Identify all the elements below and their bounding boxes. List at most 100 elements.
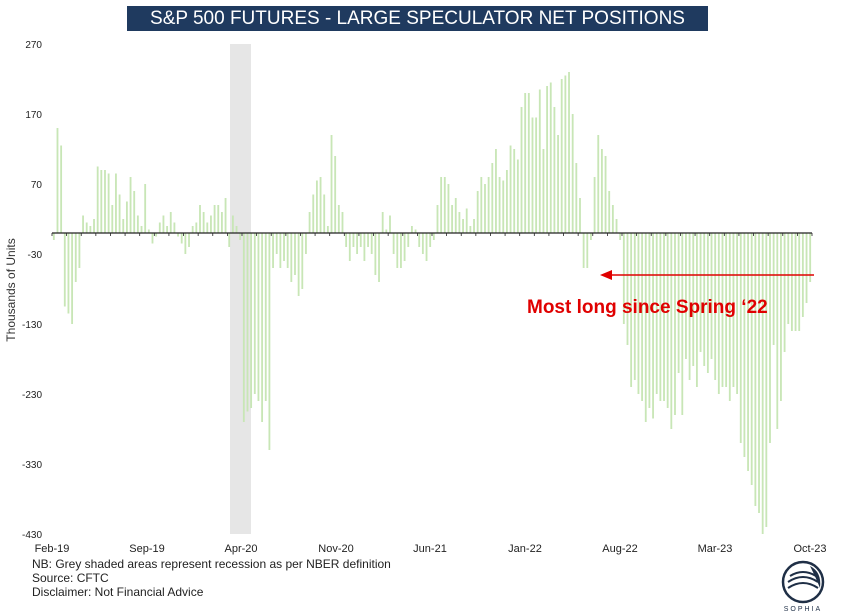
- bar: [790, 233, 793, 331]
- bar: [703, 233, 706, 366]
- bar: [714, 233, 717, 380]
- bar: [579, 198, 581, 233]
- recession-band: [230, 44, 251, 534]
- bar: [235, 226, 238, 233]
- bar: [301, 233, 304, 289]
- bar: [429, 233, 432, 247]
- bar: [294, 233, 296, 275]
- bar: [305, 233, 307, 254]
- bar: [582, 233, 585, 268]
- bar: [104, 170, 106, 233]
- bar: [655, 233, 658, 394]
- bar: [568, 72, 570, 233]
- bar: [374, 233, 377, 275]
- bar-series: [52, 72, 812, 534]
- bar: [637, 233, 640, 394]
- bar: [418, 233, 421, 247]
- bar: [421, 233, 424, 254]
- bar: [231, 215, 234, 233]
- bar: [604, 156, 607, 233]
- bar: [410, 226, 413, 233]
- bar: [312, 194, 315, 233]
- bar: [169, 212, 172, 233]
- bar: [85, 222, 88, 233]
- bar: [787, 233, 790, 324]
- bar: [765, 233, 768, 527]
- bar: [564, 75, 567, 233]
- bar: [743, 233, 746, 457]
- bar: [71, 233, 74, 324]
- bar: [622, 233, 625, 324]
- y-tick-label: -130: [22, 320, 42, 331]
- bar: [341, 212, 344, 233]
- bar: [96, 166, 99, 233]
- bar: [626, 233, 629, 345]
- bar: [136, 215, 139, 233]
- bar: [520, 107, 523, 233]
- bar: [535, 117, 538, 233]
- bar: [695, 233, 698, 387]
- bar: [648, 233, 651, 408]
- bar: [615, 219, 618, 233]
- bar: [593, 177, 596, 233]
- bar: [590, 233, 592, 240]
- bar: [717, 233, 720, 394]
- recession-note: NB: Grey shaded areas represent recessio…: [32, 557, 391, 571]
- bar: [180, 233, 183, 244]
- bar: [319, 177, 322, 233]
- bar: [155, 233, 158, 237]
- bar: [473, 219, 475, 233]
- bar: [381, 212, 384, 233]
- bar: [663, 233, 665, 401]
- bar: [356, 233, 359, 254]
- bar: [575, 163, 578, 233]
- bar: [495, 149, 497, 233]
- bar: [432, 233, 435, 240]
- bar: [458, 212, 461, 233]
- bar: [378, 233, 380, 282]
- bar: [809, 233, 812, 282]
- bar: [392, 233, 395, 254]
- bar: [597, 135, 600, 233]
- bar: [805, 233, 808, 303]
- bar: [776, 233, 779, 429]
- bar: [546, 86, 549, 233]
- bar: [107, 173, 110, 233]
- bar: [780, 233, 782, 401]
- bar: [188, 233, 190, 247]
- bar: [115, 173, 117, 233]
- bar: [272, 233, 274, 268]
- bar: [129, 177, 132, 233]
- bar: [257, 233, 260, 401]
- bar: [710, 233, 713, 359]
- bar: [239, 233, 242, 240]
- axes: 270 170 70 -30 -130 -230 -330 -430 Feb-19 Sep-19 A…: [22, 40, 827, 555]
- bar: [750, 233, 753, 485]
- x-tick-label: Apr-20: [224, 543, 257, 555]
- disclaimer-note: Disclaimer: Not Financial Advice: [32, 585, 204, 599]
- bar: [509, 145, 512, 233]
- bar: [52, 233, 55, 240]
- bar: [516, 159, 519, 233]
- y-tick-label: -30: [28, 250, 43, 261]
- bar: [484, 184, 486, 233]
- bar: [502, 180, 505, 233]
- bar: [736, 233, 739, 394]
- bar: [443, 177, 446, 233]
- y-tick-label: -330: [22, 460, 42, 471]
- bar: [747, 233, 749, 471]
- bar: [732, 233, 735, 387]
- bar: [641, 233, 644, 401]
- bar: [56, 128, 59, 233]
- bar: [253, 233, 256, 394]
- bar: [297, 233, 300, 296]
- bar: [396, 233, 399, 268]
- bar: [367, 233, 369, 247]
- bar: [60, 145, 63, 233]
- bar: [677, 233, 680, 373]
- bar: [487, 177, 490, 233]
- bar: [758, 233, 760, 513]
- annotation-label: Most long since Spring ‘22: [527, 297, 768, 318]
- source-note: Source: CFTC: [32, 571, 109, 585]
- bar: [118, 194, 121, 233]
